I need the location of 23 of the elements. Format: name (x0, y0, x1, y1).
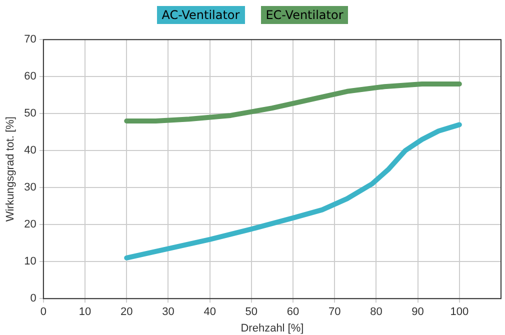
x-tick-label: 50 (245, 306, 258, 318)
x-tick-label: 60 (286, 306, 300, 318)
x-tick-label: 30 (162, 306, 174, 318)
y-tick-label: 40 (24, 144, 36, 157)
x-tick-label: 10 (78, 306, 92, 318)
y-tick-label: 0 (30, 292, 36, 305)
y-tick-label: 10 (24, 256, 36, 268)
y-tick-label: 70 (24, 34, 36, 46)
x-tick-label: 40 (204, 306, 216, 318)
x-tick-label: 0 (40, 306, 46, 318)
text: AC-Ventilator (156, 6, 245, 24)
y-axis-title: Wirkungsgrad tot. [%] (4, 116, 17, 222)
y-tick-label: 30 (24, 182, 36, 194)
x-tick-label: 80 (370, 306, 382, 318)
x-tick-label: 100 (450, 306, 469, 318)
text: EC-Ventilator (260, 6, 348, 24)
y-tick-label: 60 (24, 70, 36, 83)
y-tick-label: 50 (24, 108, 36, 120)
y-tick-label: 20 (24, 218, 36, 231)
x-tick-label: 20 (120, 306, 133, 318)
x-tick-label: 90 (412, 306, 424, 318)
x-tick-label: 70 (328, 306, 341, 318)
x-axis-title: Drehzahl [%] (240, 322, 304, 334)
